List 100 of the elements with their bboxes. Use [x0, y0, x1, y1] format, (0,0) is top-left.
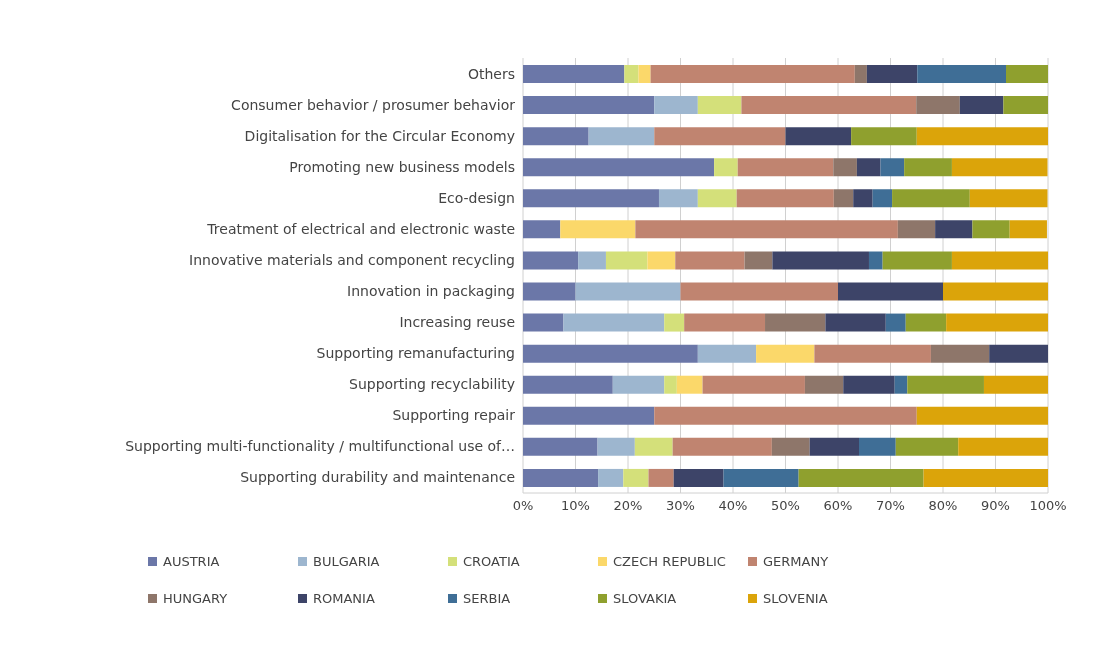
legend-label: CZECH REPUBLIC [613, 554, 726, 569]
bar [951, 251, 1048, 270]
x-tick-label: 40% [718, 498, 748, 514]
bar [882, 251, 952, 270]
bar [523, 127, 589, 146]
bar [723, 468, 799, 487]
bar [972, 220, 1010, 239]
bar [575, 282, 681, 301]
bar [798, 468, 924, 487]
bar [654, 127, 786, 146]
bar [563, 313, 665, 332]
bar [904, 158, 952, 177]
x-tick-label: 90% [981, 498, 1010, 514]
bar [623, 468, 649, 487]
bar [664, 313, 685, 332]
bar [809, 437, 859, 456]
x-tick-label: 60% [823, 498, 853, 514]
bar [523, 96, 655, 115]
bar [804, 375, 844, 394]
y-tick-label: Supporting remanufacturing [316, 345, 515, 362]
bar [523, 406, 655, 425]
bar [650, 65, 855, 83]
y-tick-label: Eco-design [438, 189, 515, 206]
x-tick-label: 10% [561, 498, 590, 514]
bar [923, 468, 1048, 487]
bar [859, 437, 896, 456]
bar [635, 220, 898, 239]
bar [989, 344, 1048, 363]
legend-label: BULGARIA [313, 554, 380, 569]
legend-label: SLOVENIA [763, 591, 828, 606]
bar [838, 282, 943, 301]
bar [771, 437, 810, 456]
bar [854, 65, 867, 83]
bar [959, 96, 1004, 115]
y-tick-label: Others [467, 65, 515, 82]
bar [523, 65, 625, 83]
bar [697, 344, 757, 363]
bar [737, 158, 834, 177]
bar [702, 375, 805, 394]
bar [697, 189, 737, 208]
bar [916, 406, 1048, 425]
bar [647, 251, 676, 270]
bar [680, 282, 838, 301]
bar [560, 220, 636, 239]
bar [1003, 96, 1048, 115]
bar [833, 158, 857, 177]
bar [658, 189, 698, 208]
bar [523, 251, 579, 270]
bar [825, 313, 886, 332]
bar [935, 220, 973, 239]
bar [654, 406, 917, 425]
bar [880, 158, 905, 177]
bar [958, 437, 1048, 456]
bar [892, 189, 970, 208]
y-tick-label: Supporting repair [392, 407, 516, 424]
y-tick-label: Innovative materials and component recycling [189, 251, 515, 268]
bar [624, 65, 639, 83]
bar [872, 189, 893, 208]
bar [951, 158, 1048, 177]
bar [598, 468, 624, 487]
bar [588, 127, 655, 146]
legend-label: HUNGARY [163, 591, 228, 606]
y-tick-label: Supporting recyclability [349, 376, 515, 393]
x-tick-label: 0% [512, 498, 534, 514]
bar [765, 313, 826, 332]
bar [851, 127, 917, 146]
bar [676, 375, 703, 394]
y-tick-label: Innovation in packaging [347, 283, 515, 300]
bar [772, 251, 869, 270]
bar [673, 468, 724, 487]
bar [523, 375, 613, 394]
bar [843, 375, 895, 394]
bar [664, 375, 677, 394]
bar [523, 158, 715, 177]
bar [638, 65, 651, 83]
bar [714, 158, 738, 177]
bar [634, 437, 673, 456]
bar [917, 65, 1006, 83]
bar [814, 344, 931, 363]
bar [905, 313, 947, 332]
x-tick-label: 30% [666, 498, 695, 514]
bar [856, 158, 881, 177]
bar [654, 96, 698, 115]
bar [523, 282, 576, 301]
bar [697, 96, 742, 115]
bar [612, 375, 665, 394]
bar [885, 313, 906, 332]
bar [868, 251, 883, 270]
y-tick-label: Supporting multi-functionality / multifunctional use of… [125, 438, 515, 455]
x-tick-label: 100% [1029, 498, 1067, 514]
bar [648, 468, 674, 487]
bar [943, 282, 1048, 301]
y-tick-label: Digitalisation for the Circular Economy [244, 127, 515, 144]
bar [907, 375, 984, 394]
legend-label: GERMANY [763, 554, 829, 569]
x-tick-label: 70% [876, 498, 905, 514]
x-tick-label: 80% [928, 498, 958, 514]
bar [523, 313, 564, 332]
bar [672, 437, 772, 456]
legend-label: SERBIA [463, 591, 511, 606]
